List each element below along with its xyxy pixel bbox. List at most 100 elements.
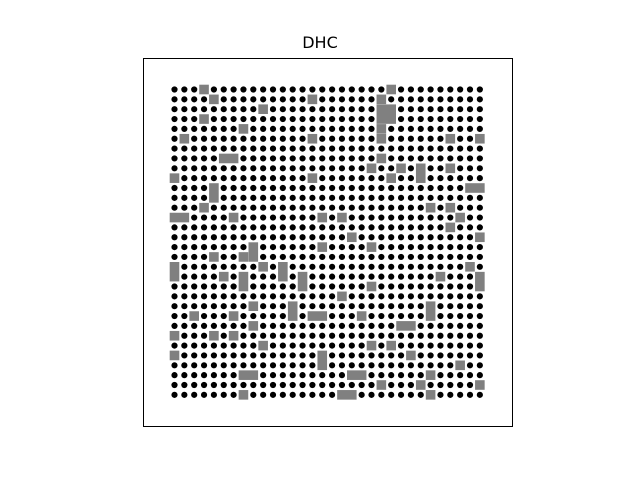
lattice-dot	[180, 262, 189, 271]
lattice-dot	[426, 351, 435, 360]
lattice-dot	[190, 95, 199, 104]
lattice-dot	[190, 233, 199, 242]
lattice-dot	[268, 223, 278, 232]
lattice-dot	[308, 193, 317, 202]
lattice-dot	[328, 282, 337, 291]
lattice-dot	[239, 341, 248, 350]
lattice-dot	[190, 124, 199, 133]
lattice-dot	[259, 292, 268, 301]
lattice-dot	[406, 85, 415, 94]
lattice-dot	[337, 193, 347, 202]
lattice-dot	[357, 174, 366, 183]
lattice-dot	[387, 124, 396, 133]
lattice-dot	[475, 213, 484, 222]
lattice-dot	[278, 282, 287, 291]
lattice-dot	[268, 311, 278, 321]
lattice-dot	[426, 292, 435, 301]
lattice-dot	[337, 134, 347, 143]
lattice-dot	[318, 154, 327, 163]
lattice-dot	[199, 341, 209, 350]
lattice-dot	[239, 233, 248, 242]
lattice-dot	[396, 380, 406, 390]
lattice-dot	[259, 193, 268, 202]
lattice-dot	[416, 144, 425, 153]
tile-4	[376, 94, 387, 105]
tile-26	[199, 202, 209, 213]
lattice-dot	[209, 223, 218, 232]
tile-50	[475, 271, 485, 292]
lattice-dot	[298, 292, 307, 301]
lattice-dot	[308, 321, 317, 330]
lattice-dot	[337, 114, 347, 124]
tile-39	[366, 242, 377, 252]
lattice-dot	[465, 243, 475, 252]
lattice-dot	[426, 144, 435, 153]
lattice-dot	[465, 311, 475, 321]
lattice-dot	[180, 144, 189, 153]
tile-47	[238, 271, 249, 292]
lattice-dot	[446, 183, 455, 193]
lattice-dot	[446, 302, 455, 311]
lattice-dot	[475, 331, 484, 340]
lattice-dot	[367, 203, 376, 212]
lattice-dot	[337, 85, 347, 94]
lattice-dot	[436, 183, 445, 193]
lattice-dot	[426, 105, 435, 114]
lattice-dot	[318, 114, 327, 124]
lattice-dot	[209, 134, 218, 143]
lattice-dot	[190, 252, 199, 262]
lattice-dot	[259, 183, 268, 193]
lattice-dot	[199, 371, 209, 380]
lattice-dot	[475, 164, 484, 173]
lattice-dot	[446, 262, 455, 271]
lattice-dot	[416, 390, 425, 399]
lattice-dot	[268, 213, 278, 222]
tile-28	[445, 202, 456, 213]
lattice-dot	[209, 243, 218, 252]
lattice-dot	[298, 243, 307, 252]
lattice-dot	[190, 164, 199, 173]
lattice-dot	[436, 174, 445, 183]
lattice-dot	[446, 85, 455, 94]
lattice-dot	[259, 311, 268, 321]
lattice-dot	[328, 95, 337, 104]
lattice-dot	[328, 164, 337, 173]
lattice-dot	[249, 154, 258, 163]
lattice-dot	[219, 85, 228, 94]
lattice-dot	[377, 252, 386, 262]
lattice-dot	[268, 203, 278, 212]
plot-frame	[143, 58, 513, 427]
lattice-dot	[436, 262, 445, 271]
lattice-dot	[328, 223, 337, 232]
lattice-dot	[337, 105, 347, 114]
lattice-dot	[377, 193, 386, 202]
lattice-dot	[446, 272, 455, 281]
lattice-dot	[377, 233, 386, 242]
lattice-dot	[367, 144, 376, 153]
lattice-dot	[278, 144, 287, 153]
tile-9	[376, 124, 387, 134]
lattice-dot	[219, 341, 228, 350]
lattice-dot	[278, 203, 287, 212]
lattice-dot	[219, 302, 228, 311]
lattice-dot	[347, 203, 356, 212]
lattice-dot	[268, 272, 278, 281]
lattice-dot	[406, 203, 415, 212]
lattice-dot	[318, 95, 327, 104]
lattice-dot	[219, 124, 228, 133]
lattice-dot	[180, 331, 189, 340]
lattice-dot	[328, 174, 337, 183]
lattice-dot	[426, 282, 435, 291]
lattice-dot	[219, 213, 228, 222]
lattice-dot	[298, 223, 307, 232]
lattice-dot	[465, 174, 475, 183]
lattice-dot	[239, 331, 248, 340]
lattice-dot	[249, 262, 258, 271]
lattice-dot	[465, 361, 475, 370]
lattice-dot	[180, 193, 189, 202]
lattice-dot	[239, 302, 248, 311]
lattice-dot	[180, 164, 189, 173]
lattice-dot	[209, 174, 218, 183]
lattice-dot	[318, 390, 327, 399]
lattice-dot	[347, 243, 356, 252]
